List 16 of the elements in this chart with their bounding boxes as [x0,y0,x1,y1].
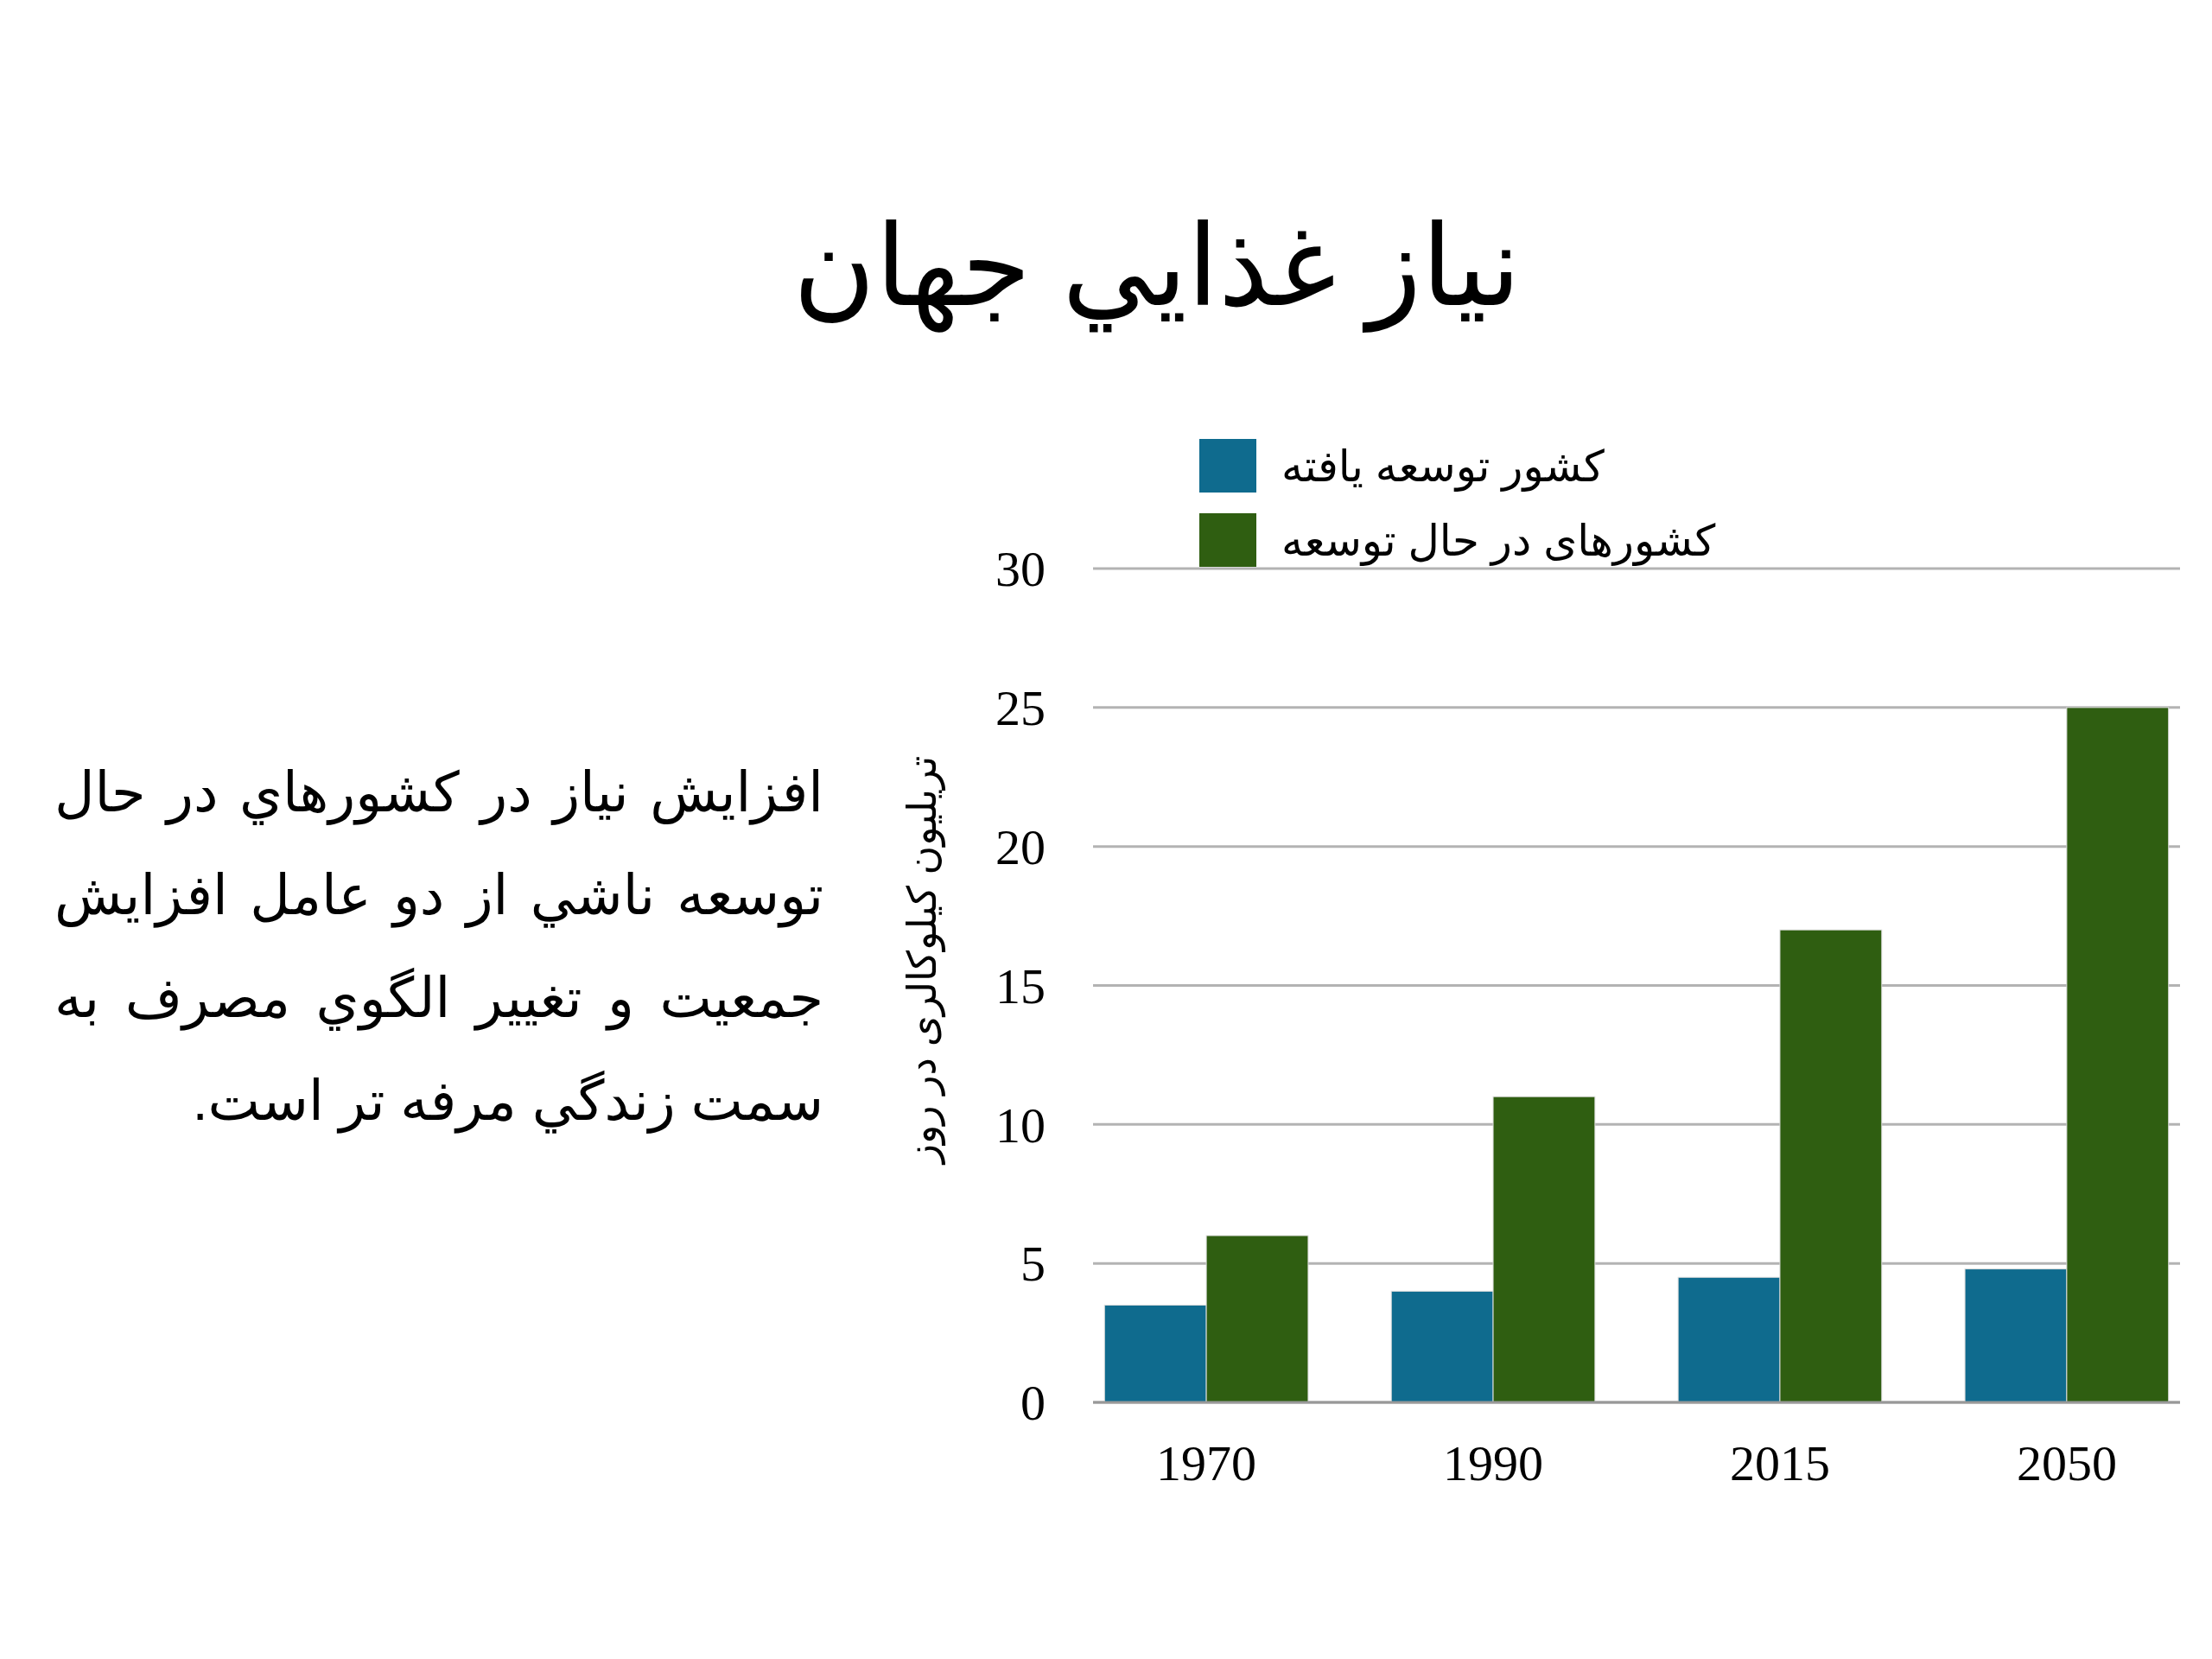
legend-label: کشور توسعه یافته [1281,442,1605,492]
y-tick-label: 5 [1020,1236,1046,1293]
y-tick-label: 10 [995,1096,1046,1154]
x-tick-label: 2050 [2016,1435,2117,1491]
y-tick-label: 25 [995,680,1046,737]
y-tick-label: 20 [995,818,1046,875]
x-tick-label: 1990 [1443,1435,1544,1491]
x-tick-label: 2015 [1729,1435,1830,1491]
x-tick-label: 1970 [1156,1435,1257,1491]
chart-title: نياز غذايي جهان [792,203,1522,333]
y-tick-label: 0 [1020,1375,1046,1432]
y-tick-label: 15 [995,957,1046,1014]
y-axis-title: تریلیون کیلوکالری در روز [899,755,946,1166]
legend-label: کشورهای در حال توسعه [1281,516,1716,566]
text: افزايش نياز در كشورهاي در حال توسعه ناشي از دو عامل افزايش جمعيت و تغيير الگوي مصرف به سمت زندگي مرفه تر است. [54,760,824,1135]
y-tick-label: 30 [995,541,1046,598]
